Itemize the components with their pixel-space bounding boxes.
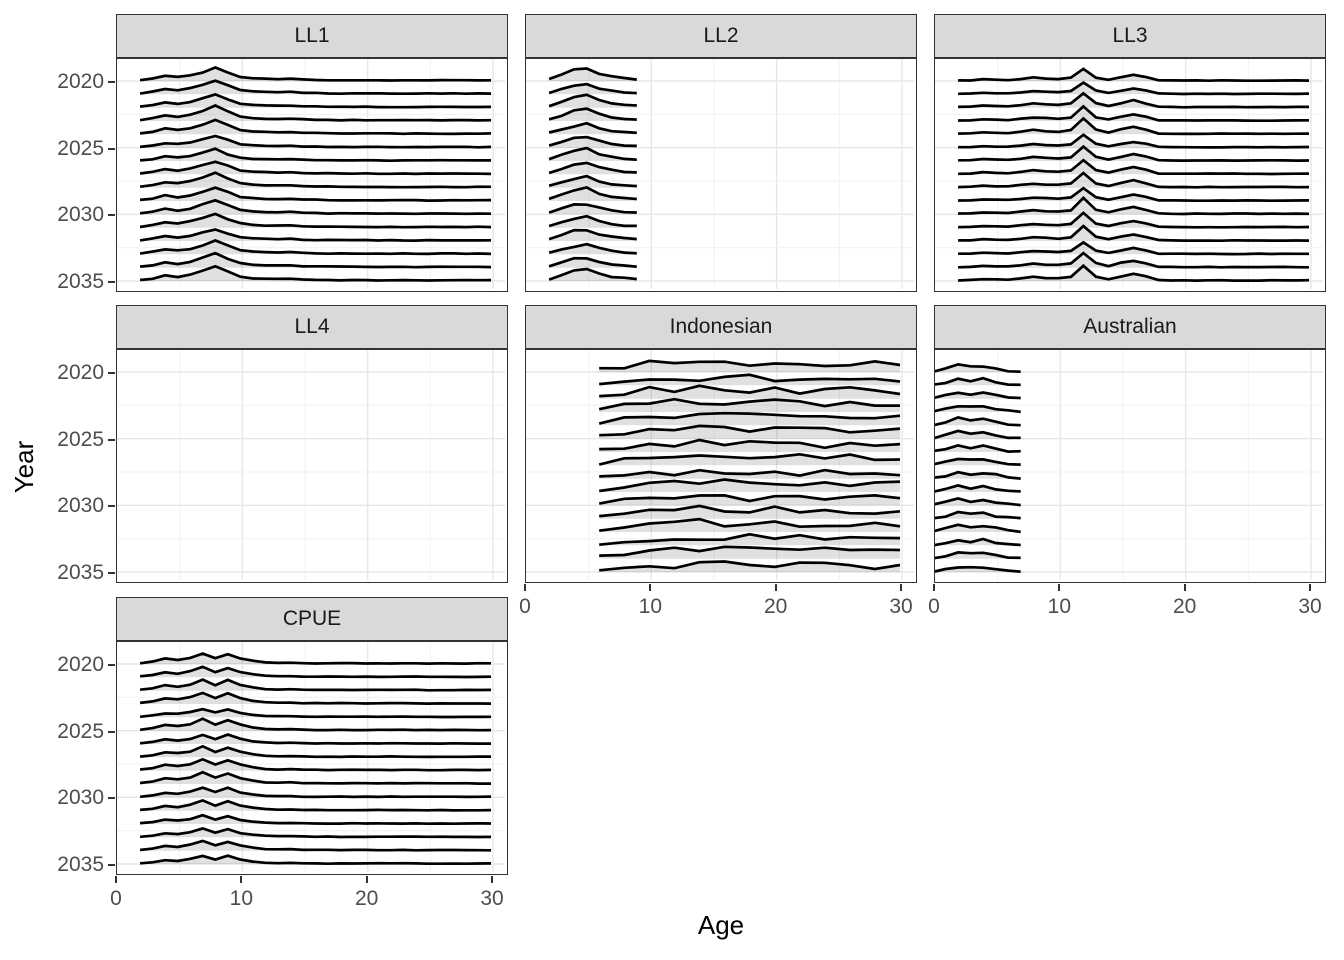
facet-strip-label: LL4: [294, 315, 330, 338]
y-tick-label: 2025: [57, 136, 104, 160]
x-tick-label: 0: [928, 595, 940, 618]
y-tick-label: 2030: [57, 786, 104, 810]
y-tick-label: 2030: [57, 203, 104, 227]
y-tick-label: 2020: [57, 361, 104, 384]
x-tick-mark: [1309, 584, 1311, 591]
ridge-svg-ll3: [935, 59, 1323, 289]
y-tick-mark: [108, 214, 115, 217]
ridge-svg-australian: [935, 350, 1323, 580]
x-tick-mark: [1058, 584, 1061, 591]
x-tick-label: 30: [1298, 595, 1322, 618]
y-tick-mark: [108, 572, 115, 574]
y-tick-mark: [108, 81, 115, 83]
ridge-svg-ll4: [117, 350, 505, 580]
facet-header-ll4: LL4: [116, 305, 508, 349]
y-tick-label: 2030: [57, 494, 104, 518]
facet-strip-label: CPUE: [282, 607, 342, 630]
y-tick-label: 2020: [57, 653, 104, 676]
y-tick-mark: [108, 664, 115, 666]
facet-header-ll2: LL2: [525, 14, 917, 58]
x-axis-title: Age: [697, 910, 745, 940]
x-tick-label: 0: [110, 887, 122, 910]
facet-panel-cpue: [116, 641, 508, 875]
y-tick-label: 2020: [57, 70, 104, 93]
facet-header-cpue: CPUE: [116, 597, 508, 641]
y-tick-mark: [108, 281, 115, 283]
x-tick-mark: [900, 584, 902, 591]
y-tick-mark: [108, 147, 115, 150]
facet-panel-ll3: [934, 58, 1326, 292]
y-tick-label: 2035: [57, 853, 104, 876]
y-tick-mark: [108, 505, 115, 508]
facet-header-indonesian: Indonesian: [525, 305, 917, 349]
facet-panel-ll2: [525, 58, 917, 292]
x-tick-label: 10: [1047, 595, 1071, 618]
facet-header-ll1: LL1: [116, 14, 508, 58]
facet-strip-label: LL2: [703, 24, 739, 47]
x-tick-mark: [774, 584, 777, 591]
ridge-svg-cpue: [117, 642, 505, 872]
facet-panel-australian: [934, 349, 1326, 583]
x-tick-label: 20: [354, 887, 379, 910]
x-tick-mark: [491, 876, 493, 883]
ridge-svg-ll1: [117, 59, 505, 289]
x-tick-mark: [240, 876, 243, 883]
x-tick-mark: [649, 584, 652, 591]
y-tick-label: 2035: [57, 561, 104, 584]
x-tick-label: 10: [229, 887, 253, 910]
facet-strip-label: LL3: [1112, 24, 1148, 47]
facet-panel-ll4: [116, 349, 508, 583]
y-tick-label: 2025: [57, 427, 104, 451]
facet-strip-label: Australian: [1083, 315, 1177, 338]
y-tick-mark: [108, 797, 115, 800]
facet-header-ll3: LL3: [934, 14, 1326, 58]
x-tick-mark: [1183, 584, 1186, 591]
x-tick-label: 20: [1172, 595, 1197, 618]
x-tick-mark: [365, 876, 368, 883]
x-tick-label: 10: [638, 595, 662, 618]
ridge-svg-indonesian: [526, 350, 914, 580]
facet-panel-indonesian: [525, 349, 917, 583]
x-tick-label: 30: [889, 595, 913, 618]
y-tick-mark: [108, 864, 115, 866]
x-tick-label: 20: [763, 595, 788, 618]
ridge-svg-ll2: [526, 59, 914, 289]
y-tick-label: 2035: [57, 270, 104, 293]
facet-strip-label: LL1: [294, 24, 330, 47]
x-tick-mark: [933, 584, 935, 591]
x-tick-mark: [115, 876, 117, 883]
x-tick-mark: [524, 584, 526, 591]
facet-strip-label: Indonesian: [669, 315, 773, 338]
facet-header-australian: Australian: [934, 305, 1326, 349]
y-tick-label: 2025: [57, 719, 104, 743]
x-tick-label: 0: [519, 595, 531, 618]
x-tick-label: 30: [480, 887, 504, 910]
y-tick-mark: [108, 372, 115, 374]
facet-panel-ll1: [116, 58, 508, 292]
y-tick-mark: [108, 438, 115, 441]
y-tick-mark: [108, 730, 115, 733]
